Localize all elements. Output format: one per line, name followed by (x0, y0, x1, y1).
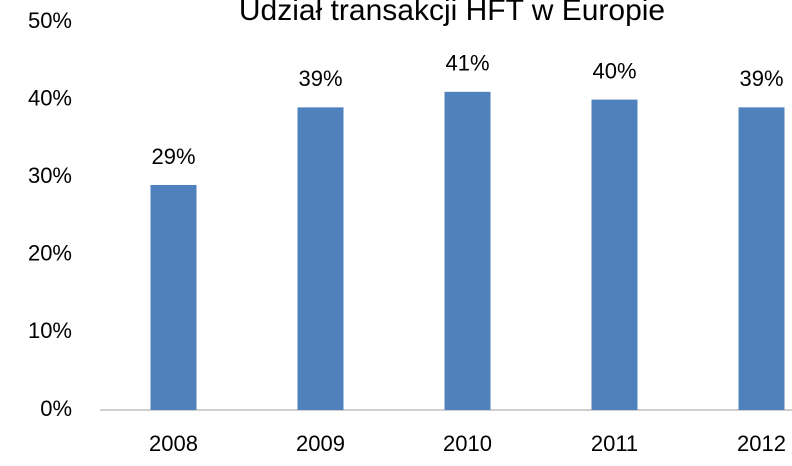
y-tick-label: 20% (28, 241, 72, 266)
bar (591, 99, 638, 410)
chart-title: Udział transakcji HFT w Europie (239, 0, 665, 27)
data-label: 39% (739, 66, 783, 91)
bar (297, 107, 344, 411)
x-tick-label: 2008 (149, 431, 198, 456)
y-tick-label: 50% (28, 8, 72, 33)
y-tick-label: 30% (28, 163, 72, 188)
x-tick-label: 2012 (737, 431, 786, 456)
x-tick-label: 2011 (591, 431, 638, 456)
data-label: 29% (151, 144, 195, 169)
data-label: 39% (298, 66, 342, 91)
bar (444, 91, 491, 410)
bar (738, 107, 785, 411)
y-tick-label: 40% (28, 85, 72, 110)
data-label: 41% (445, 51, 489, 76)
x-tick-label: 2009 (296, 431, 345, 456)
bar (150, 184, 197, 410)
data-label: 40% (592, 58, 636, 83)
x-tick-label: 2010 (443, 431, 492, 456)
y-tick-label: 10% (28, 318, 72, 343)
y-tick-label: 0% (40, 396, 72, 421)
